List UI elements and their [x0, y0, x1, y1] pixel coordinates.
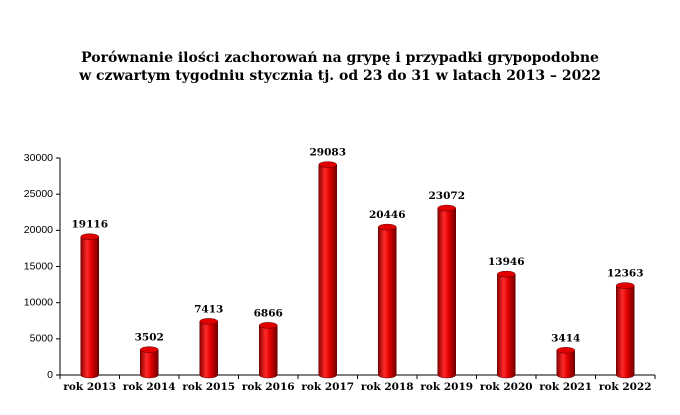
x-tick-label: rok 2019 [420, 381, 473, 393]
value-label: 29083 [309, 147, 346, 159]
bar [497, 273, 516, 379]
bar-top [616, 282, 635, 289]
chart-title: w czwartym tygodniu stycznia tj. od 23 d… [78, 68, 601, 84]
bar [80, 236, 99, 379]
y-tick-label: 10000 [24, 296, 53, 308]
chart-title: Porównanie ilości zachorowań na grypę i … [81, 50, 599, 66]
bar [318, 164, 337, 379]
bar [140, 349, 159, 379]
x-tick-label: rok 2021 [539, 381, 592, 393]
bar [556, 350, 575, 379]
value-label: 6866 [254, 307, 283, 319]
x-tick-label: rok 2016 [242, 381, 295, 393]
bar [378, 226, 397, 379]
x-tick-label: rok 2018 [361, 381, 414, 393]
bar-top [140, 346, 159, 353]
bar-top [80, 233, 99, 240]
y-tick-label: 20000 [24, 224, 53, 236]
value-label: 3502 [135, 332, 164, 344]
y-tick-label: 25000 [24, 188, 53, 200]
bar-top [259, 322, 278, 329]
y-tick-label: 5000 [30, 333, 54, 345]
bar-top [378, 223, 397, 231]
x-tick-label: rok 2020 [480, 381, 533, 393]
y-tick-label: 0 [47, 369, 53, 381]
value-label: 13946 [488, 256, 525, 268]
value-label: 20446 [369, 209, 406, 221]
x-tick-label: rok 2017 [301, 381, 354, 393]
x-tick-label: rok 2015 [182, 381, 235, 393]
x-tick-label: rok 2022 [599, 381, 652, 393]
bar [199, 321, 218, 379]
bar-top [199, 318, 218, 325]
value-label: 12363 [607, 268, 644, 280]
value-label: 3414 [551, 332, 580, 344]
bar [437, 207, 456, 379]
bar-top [497, 270, 516, 278]
bar-top [556, 347, 575, 354]
x-tick-label: rok 2014 [123, 381, 176, 393]
y-tick-label: 15000 [24, 260, 53, 272]
x-tick-label: rok 2013 [63, 381, 116, 393]
value-label: 7413 [194, 303, 223, 315]
bar [616, 285, 635, 379]
bar-top [437, 204, 456, 212]
value-label: 23072 [428, 190, 465, 202]
y-tick-label: 30000 [24, 152, 53, 164]
value-label: 19116 [71, 219, 108, 231]
bar [259, 325, 278, 379]
bar-top [318, 161, 337, 168]
